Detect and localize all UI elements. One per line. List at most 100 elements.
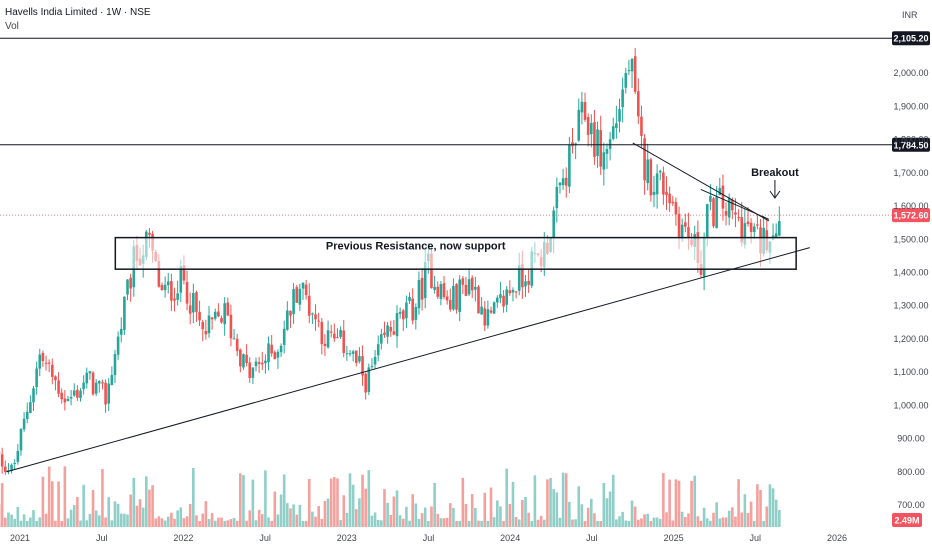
candles bbox=[0, 47, 781, 475]
candle-body bbox=[508, 290, 512, 294]
volume-bar bbox=[740, 512, 744, 527]
volume-bar bbox=[314, 516, 317, 527]
volume-bar bbox=[47, 466, 51, 527]
candle-body bbox=[361, 356, 364, 376]
volume-bar bbox=[652, 517, 656, 527]
chart-title: Havells India Limited · 1W · NSE bbox=[5, 7, 151, 18]
candle-body bbox=[483, 308, 487, 326]
volume-bar bbox=[295, 514, 299, 527]
candle-body bbox=[392, 331, 396, 335]
level-price-badge bbox=[892, 31, 930, 46]
candle-body bbox=[637, 91, 640, 117]
candle-body bbox=[436, 286, 440, 297]
volume-bar bbox=[160, 518, 164, 527]
volume-bar bbox=[254, 520, 258, 527]
candle-body bbox=[778, 221, 781, 236]
volume-bar bbox=[57, 481, 60, 527]
candle-body bbox=[740, 217, 744, 243]
candle-body bbox=[282, 328, 286, 345]
last-price-label: 1,572.60 bbox=[893, 211, 928, 221]
candle-body bbox=[721, 185, 725, 209]
volume-bar bbox=[439, 518, 443, 527]
last-price-badge bbox=[892, 208, 930, 223]
volume-bar bbox=[317, 506, 320, 527]
candle-body bbox=[514, 291, 518, 293]
candle-body bbox=[590, 122, 593, 135]
candle-body bbox=[680, 224, 684, 239]
y-tick-label: 1,700.00 bbox=[893, 168, 928, 178]
volume-bar bbox=[7, 512, 10, 527]
candle-body bbox=[596, 129, 599, 157]
volume-bar bbox=[756, 484, 759, 527]
volume-bar bbox=[54, 520, 57, 527]
candle-body bbox=[57, 380, 60, 394]
volume-bar bbox=[552, 489, 555, 527]
candle-body bbox=[232, 338, 236, 340]
candle-body bbox=[295, 287, 299, 303]
volume-bar bbox=[38, 517, 42, 527]
volume-bar bbox=[10, 514, 13, 527]
volume-bar bbox=[746, 512, 750, 527]
volume-bar bbox=[715, 502, 718, 527]
volume-bar bbox=[655, 517, 659, 527]
volume-bar bbox=[474, 508, 477, 527]
candle-body bbox=[655, 173, 659, 195]
candle-body bbox=[91, 372, 95, 395]
volume-bar bbox=[530, 520, 534, 527]
volume-bar bbox=[430, 506, 433, 527]
candle-body bbox=[248, 362, 252, 378]
volume-bar bbox=[458, 520, 461, 527]
y-tick-label: 900.00 bbox=[897, 434, 925, 444]
volume-bar bbox=[505, 468, 508, 527]
volume-bar bbox=[251, 479, 255, 527]
volume-bar bbox=[693, 475, 697, 527]
y-tick-label: 2,000.00 bbox=[893, 68, 928, 78]
volume-bar bbox=[539, 515, 543, 527]
volume-bar bbox=[395, 490, 399, 527]
level-price-label: 2,105.20 bbox=[893, 34, 928, 44]
y-tick-label: 1,200.00 bbox=[893, 334, 928, 344]
volume-bar bbox=[91, 490, 95, 527]
candle-body bbox=[640, 116, 643, 136]
volume-bar bbox=[542, 519, 546, 527]
volume-bar bbox=[408, 520, 411, 527]
volume-bar bbox=[373, 512, 377, 527]
volume-bar bbox=[705, 518, 709, 527]
volume-bar bbox=[35, 520, 38, 527]
breakout-arrow-head bbox=[769, 190, 781, 199]
volume-bar bbox=[637, 519, 640, 527]
y-tick-label: 700.00 bbox=[897, 500, 925, 510]
volume-bar bbox=[157, 516, 161, 527]
candle-body bbox=[235, 338, 239, 352]
candle-body bbox=[157, 260, 161, 287]
candle-body bbox=[333, 333, 336, 339]
volume-bar bbox=[69, 509, 73, 527]
volume-bar bbox=[76, 497, 79, 527]
volume-bar bbox=[13, 518, 17, 527]
candle-body bbox=[192, 292, 195, 313]
candle-body bbox=[649, 159, 653, 196]
candle-body bbox=[245, 354, 248, 363]
candle-body bbox=[110, 374, 114, 386]
volume-bar bbox=[383, 489, 386, 527]
volume-bar bbox=[323, 500, 327, 527]
candle-body bbox=[254, 361, 258, 367]
y-tick-label: 800.00 bbox=[897, 467, 925, 477]
candle-body bbox=[364, 373, 367, 393]
candle-body bbox=[709, 195, 712, 202]
candle-body bbox=[495, 297, 499, 303]
candle-body bbox=[176, 293, 179, 300]
volume-bar bbox=[79, 520, 82, 527]
candle-body bbox=[417, 280, 421, 309]
candle-body bbox=[29, 402, 32, 414]
candle-body bbox=[63, 398, 67, 403]
candle-body bbox=[652, 191, 656, 195]
volume-bar bbox=[354, 509, 358, 527]
volume-bar bbox=[499, 506, 502, 527]
volume-bar bbox=[217, 517, 220, 527]
candle-body bbox=[677, 213, 681, 237]
volume-bar bbox=[489, 487, 493, 527]
volume-bar bbox=[129, 494, 132, 527]
candle-body bbox=[405, 302, 408, 319]
